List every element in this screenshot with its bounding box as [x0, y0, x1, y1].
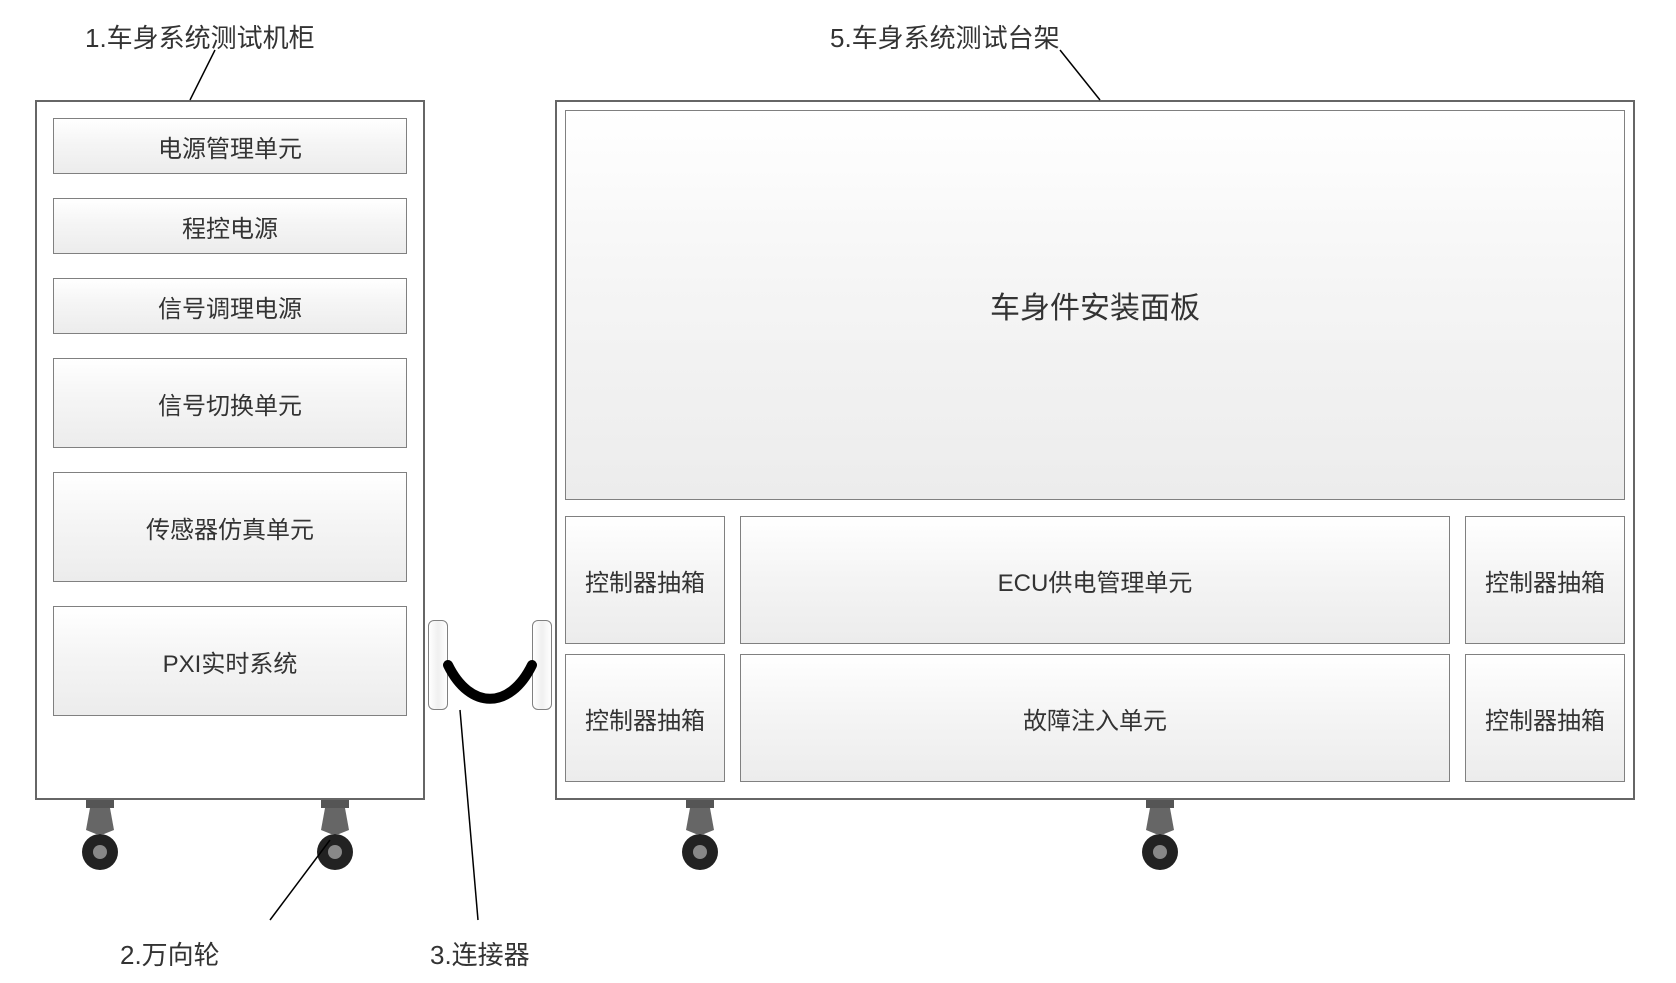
bench-r2-right: 控制器抽箱: [1465, 654, 1625, 782]
caster-2: [305, 800, 365, 872]
leader-bench: [1060, 50, 1100, 100]
label-caster: 2.万向轮: [120, 935, 220, 972]
leader-connector: [460, 710, 478, 920]
cabinet-unit-1-label: 程控电源: [182, 209, 278, 244]
cabinet-unit-0-label: 电源管理单元: [158, 129, 302, 164]
bench-r1-mid-label: ECU供电管理单元: [998, 563, 1193, 598]
connector-right: [532, 620, 552, 710]
cabinet-unit-5: PXI实时系统: [53, 606, 407, 716]
bench-r2-mid: 故障注入单元: [740, 654, 1450, 782]
bench-r2-left-label: 控制器抽箱: [585, 701, 705, 736]
label-bench: 5.车身系统测试台架: [830, 18, 1060, 55]
cabinet-unit-4-label: 传感器仿真单元: [146, 510, 314, 545]
bench-r2-left: 控制器抽箱: [565, 654, 725, 782]
cabinet-unit-2-label: 信号调理电源: [158, 289, 302, 324]
bench-r2-right-label: 控制器抽箱: [1485, 701, 1605, 736]
cable: [448, 665, 532, 699]
bench-top-panel-label: 车身件安装面板: [990, 283, 1200, 327]
caster-3: [670, 800, 730, 872]
cabinet-unit-3-label: 信号切换单元: [158, 386, 302, 421]
cabinet-unit-1: 程控电源: [53, 198, 407, 254]
bench-r1-mid: ECU供电管理单元: [740, 516, 1450, 644]
leader-cabinet: [190, 50, 215, 100]
cabinet-unit-2: 信号调理电源: [53, 278, 407, 334]
bench-top-panel: 车身件安装面板: [565, 110, 1625, 500]
bench-r1-right-label: 控制器抽箱: [1485, 563, 1605, 598]
label-cabinet: 1.车身系统测试机柜: [85, 18, 315, 55]
bench-r1-left-label: 控制器抽箱: [585, 563, 705, 598]
connector-left: [428, 620, 448, 710]
cabinet-unit-4: 传感器仿真单元: [53, 472, 407, 582]
bench-r1-right: 控制器抽箱: [1465, 516, 1625, 644]
cabinet-unit-0: 电源管理单元: [53, 118, 407, 174]
caster-1: [70, 800, 130, 872]
bench-r2-mid-label: 故障注入单元: [1023, 701, 1167, 736]
diagram-stage: 1.车身系统测试机柜 5.车身系统测试台架 电源管理单元 程控电源 信号调理电源…: [0, 0, 1676, 983]
cabinet-unit-3: 信号切换单元: [53, 358, 407, 448]
caster-4: [1130, 800, 1190, 872]
cabinet-unit-5-label: PXI实时系统: [163, 644, 298, 679]
label-connector: 3.连接器: [430, 935, 530, 972]
bench-r1-left: 控制器抽箱: [565, 516, 725, 644]
